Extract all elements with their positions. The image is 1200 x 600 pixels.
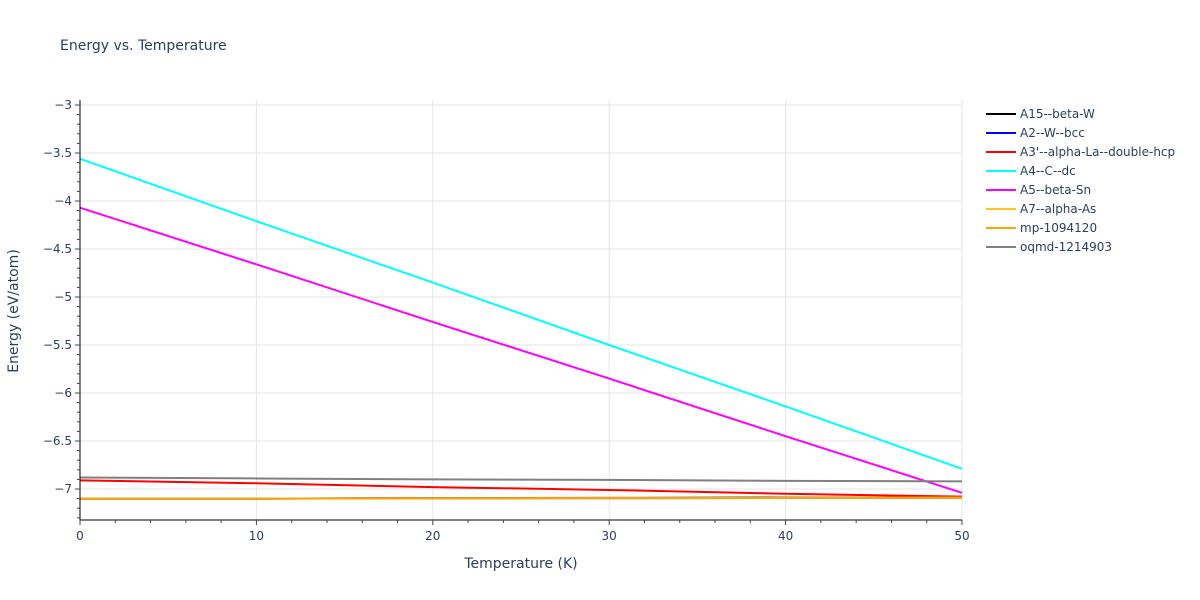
legend-label: A2--W--bcc bbox=[1020, 126, 1085, 140]
legend-item[interactable]: A7--alpha-As bbox=[986, 202, 1096, 216]
y-tick-label: −3 bbox=[54, 98, 72, 112]
y-tick-label: −4.5 bbox=[43, 242, 72, 256]
legend-item[interactable]: A5--beta-Sn bbox=[986, 183, 1091, 197]
legend-label: A3'--alpha-La--double-hcp bbox=[1020, 145, 1175, 159]
y-tick-label: −3.5 bbox=[43, 146, 72, 160]
x-tick-label: 10 bbox=[249, 529, 264, 543]
legend-item[interactable]: A4--C--dc bbox=[986, 164, 1076, 178]
legend-item[interactable]: A2--W--bcc bbox=[986, 126, 1085, 140]
legend-label: A15--beta-W bbox=[1020, 107, 1095, 121]
x-tick-label: 50 bbox=[954, 529, 969, 543]
x-tick-label: 20 bbox=[425, 529, 440, 543]
x-tick-label: 40 bbox=[778, 529, 793, 543]
legend-label: oqmd-1214903 bbox=[1020, 240, 1112, 254]
legend-label: A4--C--dc bbox=[1020, 164, 1076, 178]
x-tick-label: 0 bbox=[76, 529, 84, 543]
legend[interactable]: A15--beta-W A2--W--bcc A3'--alpha-La--doub… bbox=[986, 107, 1175, 254]
y-tick-label: −4 bbox=[54, 194, 72, 208]
legend-label: mp-1094120 bbox=[1020, 221, 1097, 235]
series-line[interactable] bbox=[80, 496, 963, 500]
y-tick-label: −7 bbox=[54, 482, 72, 496]
legend-item[interactable]: A3'--alpha-La--double-hcp bbox=[986, 145, 1175, 159]
legend-item[interactable]: oqmd-1214903 bbox=[986, 240, 1112, 254]
grid-lines bbox=[80, 100, 963, 520]
series-line[interactable] bbox=[79, 157, 963, 470]
series-line[interactable] bbox=[79, 206, 963, 494]
series-line[interactable] bbox=[79, 476, 963, 483]
y-tick-label: −5.5 bbox=[43, 338, 72, 352]
y-tick-label: −6.5 bbox=[43, 434, 72, 448]
y-axis-title: Energy (eV/atom) bbox=[6, 249, 22, 373]
legend-label: A7--alpha-As bbox=[1020, 202, 1096, 216]
y-tick-label: −6 bbox=[54, 386, 72, 400]
y-tick-label: −5 bbox=[54, 290, 72, 304]
x-axis-title: Temperature (K) bbox=[463, 556, 577, 572]
series-line[interactable] bbox=[79, 479, 963, 498]
legend-label: A5--beta-Sn bbox=[1020, 183, 1091, 197]
legend-item[interactable]: mp-1094120 bbox=[986, 221, 1097, 235]
legend-item[interactable]: A15--beta-W bbox=[986, 107, 1095, 121]
x-tick-label: 30 bbox=[602, 529, 617, 543]
plot-area[interactable] bbox=[79, 157, 963, 500]
chart-title: Energy vs. Temperature bbox=[60, 38, 227, 54]
axes: 0 10 20 30 40 50 −3 −3.5 −4 −4.5 −5 −5.5 −6 −6.5 −7 bbox=[43, 98, 970, 543]
